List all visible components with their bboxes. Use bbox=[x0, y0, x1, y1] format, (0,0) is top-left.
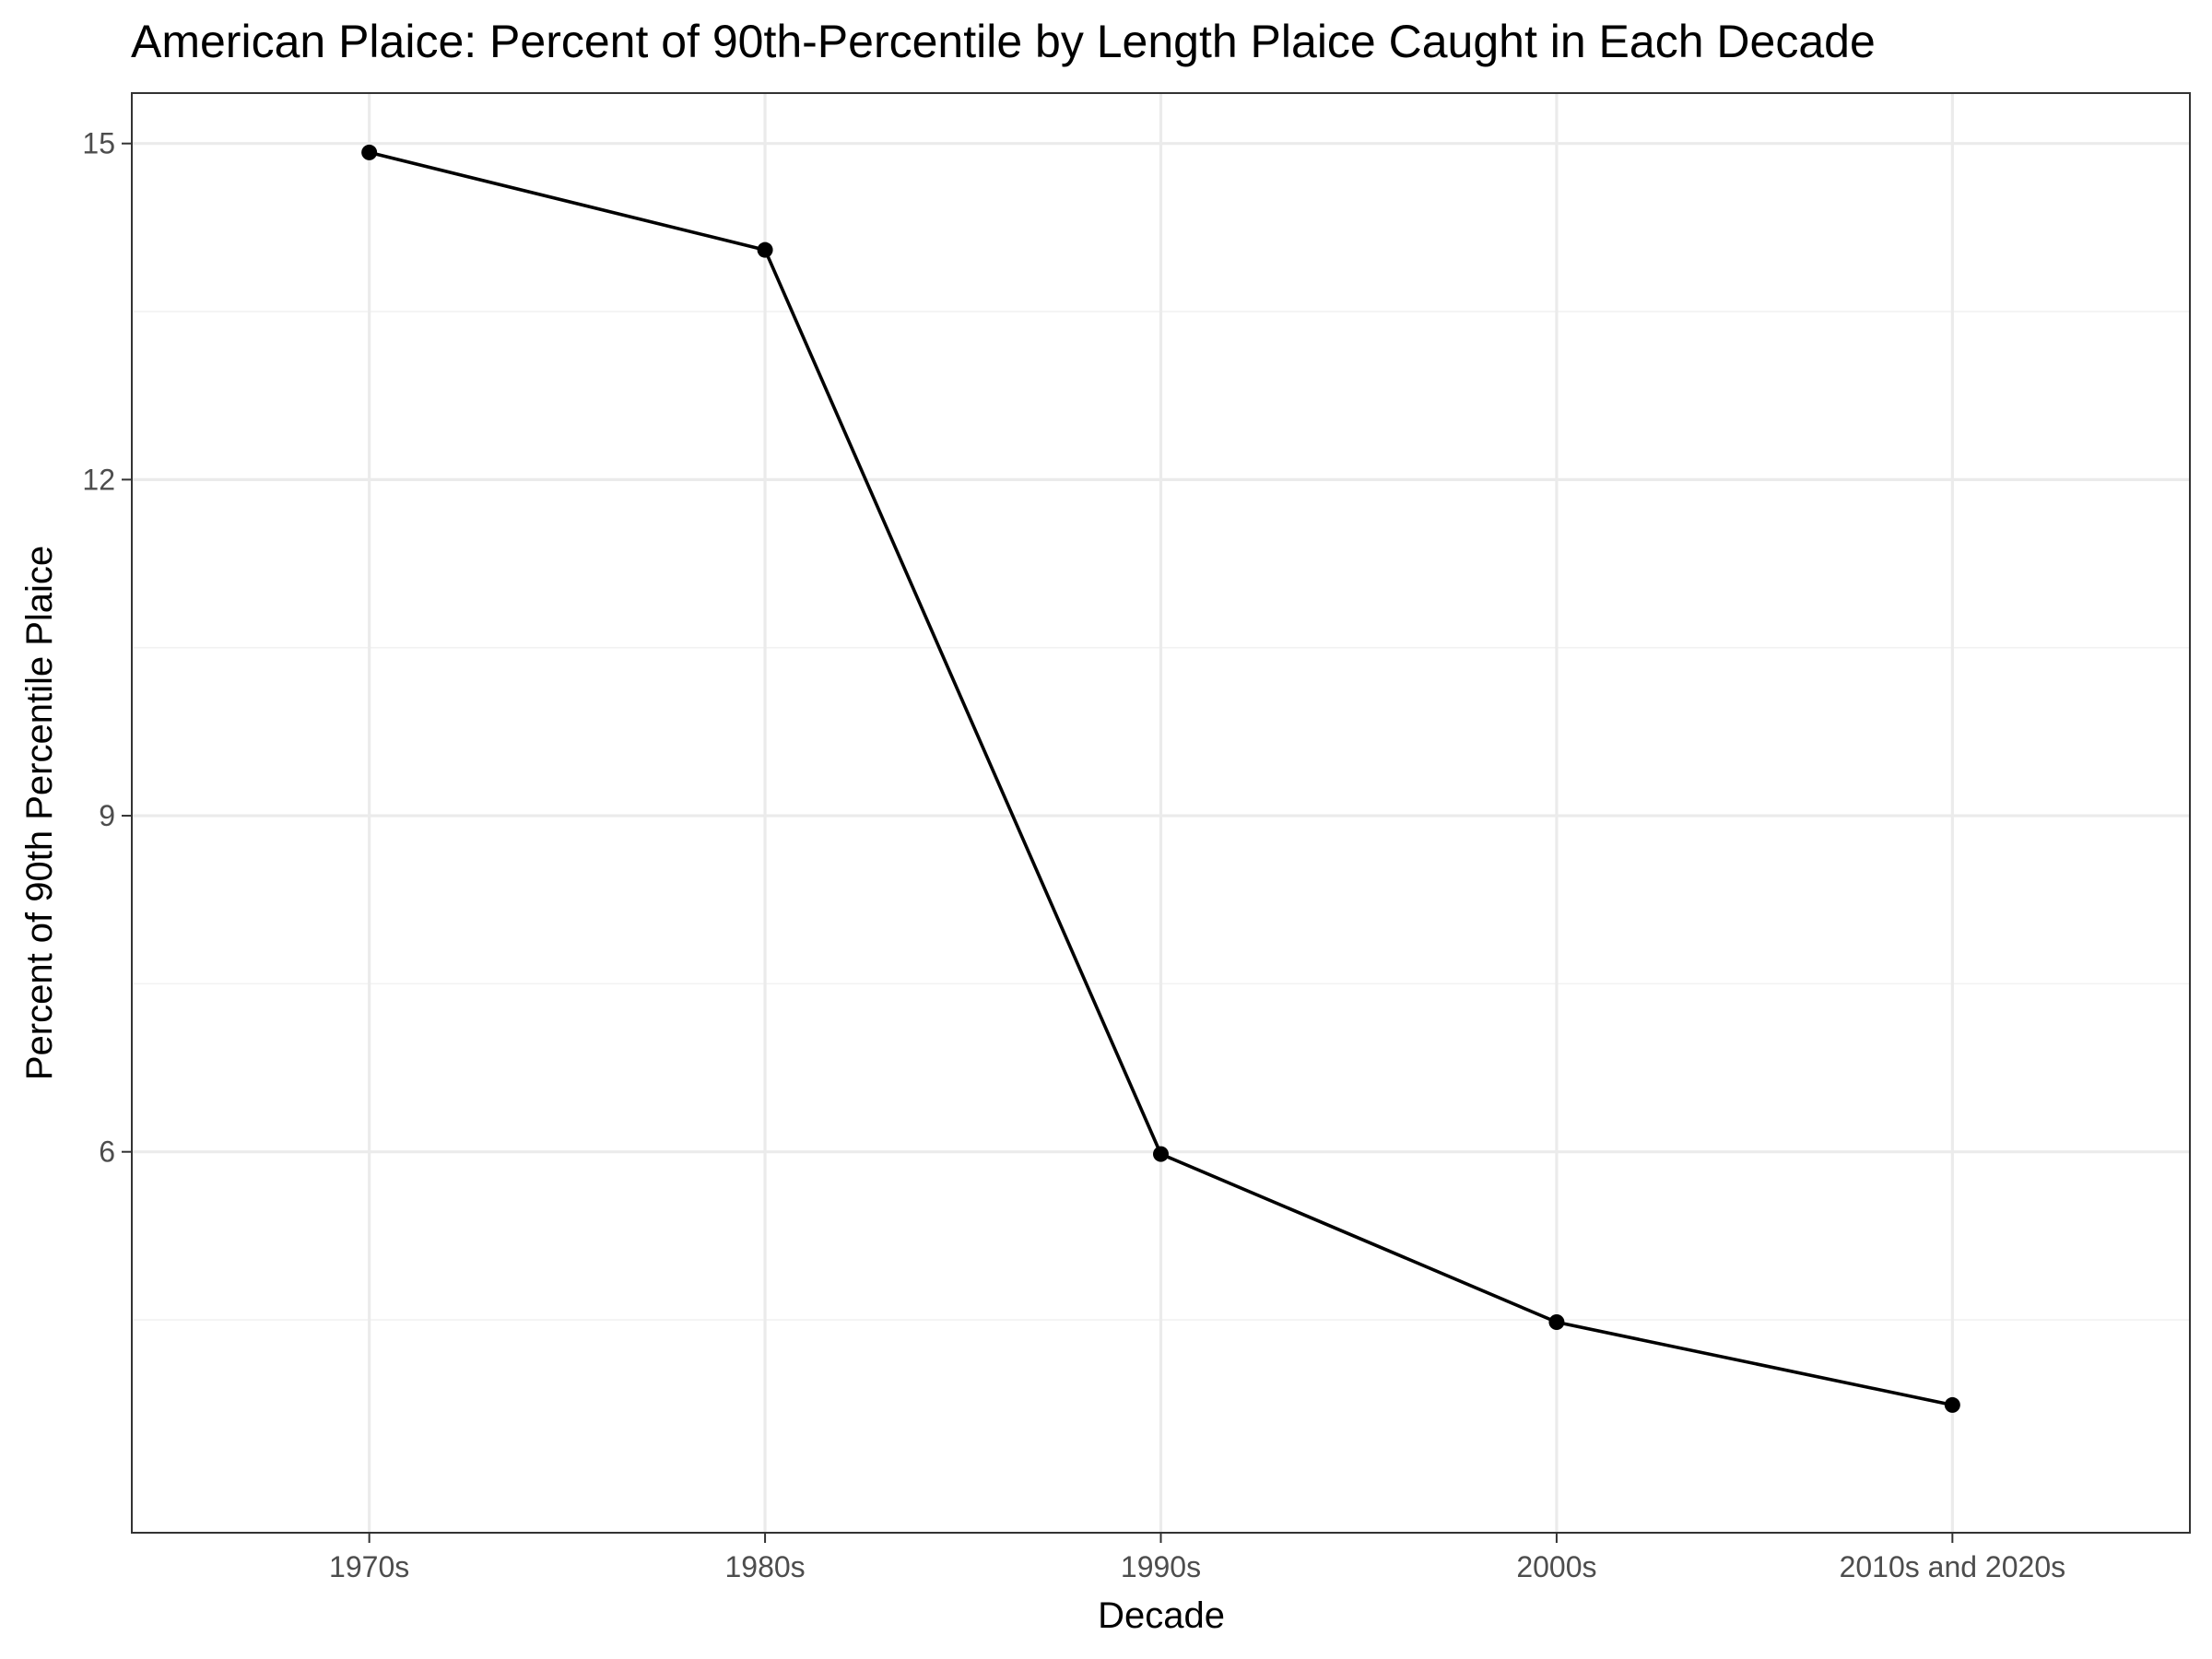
chart-title: American Plaice: Percent of 90th-Percent… bbox=[131, 16, 1876, 67]
y-tick-label: 15 bbox=[82, 127, 115, 160]
x-tick-label: 2010s and 2020s bbox=[1840, 1550, 2066, 1583]
data-point bbox=[361, 144, 378, 160]
x-axis-title: Decade bbox=[1098, 1595, 1225, 1636]
x-tick-label: 1970s bbox=[329, 1550, 409, 1583]
major-gridlines bbox=[132, 93, 2190, 1533]
y-tick-label: 9 bbox=[99, 799, 115, 832]
data-point bbox=[1153, 1146, 1169, 1162]
x-axis-ticks: 1970s 1980s 1990s 2000s 2010s and 2020s bbox=[329, 1533, 2065, 1583]
y-axis-ticks: 6 9 12 15 bbox=[82, 127, 132, 1169]
data-point bbox=[757, 241, 773, 258]
y-axis-title: Percent of 90th Percentile Plaice bbox=[19, 546, 60, 1080]
data-point bbox=[1944, 1396, 1960, 1413]
data-series bbox=[361, 144, 1960, 1413]
y-tick-label: 6 bbox=[99, 1135, 115, 1169]
x-tick-label: 1990s bbox=[1121, 1550, 1201, 1583]
data-point bbox=[1548, 1313, 1565, 1330]
x-tick-label: 2000s bbox=[1516, 1550, 1596, 1583]
y-tick-label: 12 bbox=[82, 463, 115, 496]
x-tick-label: 1980s bbox=[724, 1550, 805, 1583]
